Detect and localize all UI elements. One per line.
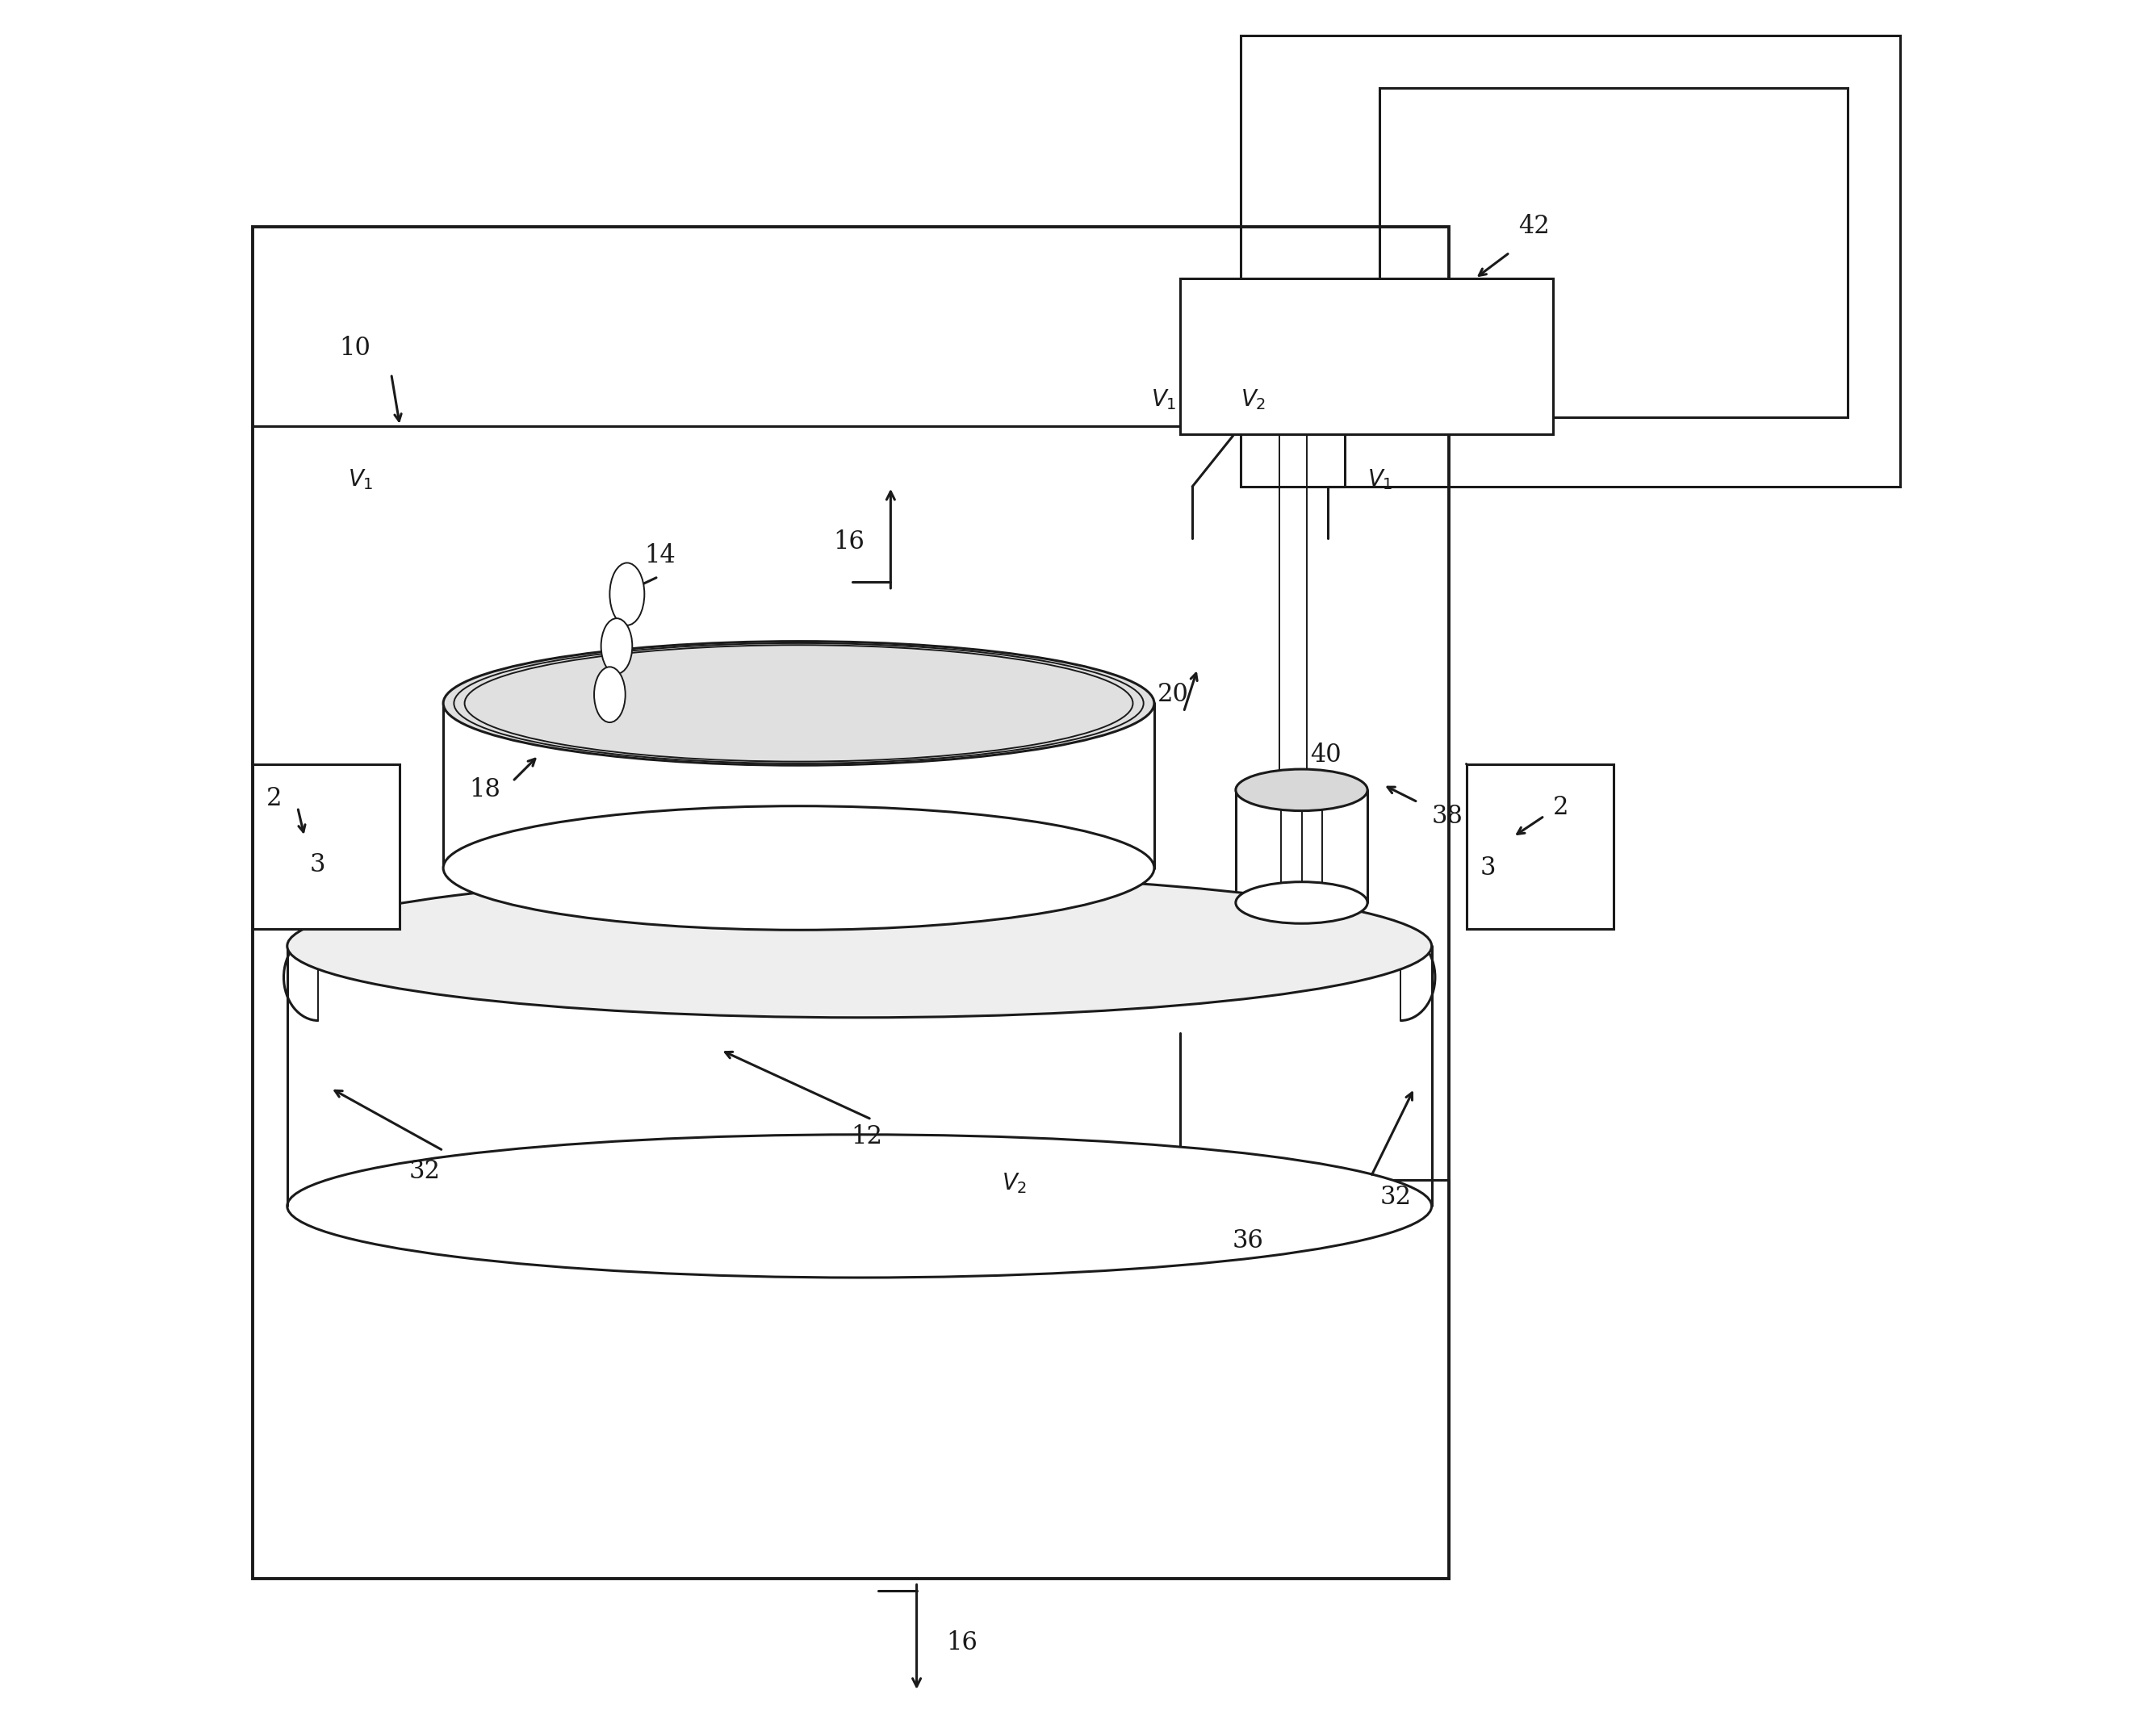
Text: 3: 3 [1480, 856, 1497, 880]
Text: 3: 3 [310, 852, 325, 877]
Text: 10: 10 [339, 335, 371, 361]
Text: 38: 38 [1433, 804, 1462, 828]
Ellipse shape [288, 1135, 1433, 1278]
Bar [1181, 278, 1552, 434]
Ellipse shape [288, 875, 1433, 1017]
Text: 2: 2 [1552, 795, 1569, 819]
Ellipse shape [611, 562, 645, 625]
Text: 32: 32 [1379, 1186, 1411, 1210]
Ellipse shape [1236, 882, 1369, 924]
Ellipse shape [594, 667, 626, 722]
Text: 42: 42 [1518, 214, 1550, 240]
Text: $V_2$: $V_2$ [1001, 1172, 1027, 1196]
Text: 20: 20 [1157, 682, 1189, 707]
Text: 2: 2 [267, 786, 282, 811]
Text: 32: 32 [408, 1160, 440, 1184]
Text: 18: 18 [470, 778, 500, 802]
Bar [252, 764, 399, 929]
Bar [252, 226, 1450, 1578]
Text: 16: 16 [833, 529, 865, 554]
Text: $V_1$: $V_1$ [348, 467, 374, 491]
Ellipse shape [444, 641, 1155, 766]
Bar [1240, 36, 1900, 486]
Ellipse shape [444, 806, 1155, 930]
Text: 14: 14 [645, 543, 675, 568]
Bar [1379, 89, 1847, 417]
Text: $V_1$: $V_1$ [1369, 467, 1392, 491]
Text: $V_2$: $V_2$ [1240, 387, 1266, 411]
Text: 16: 16 [946, 1630, 978, 1656]
Text: $V_1$: $V_1$ [1151, 387, 1176, 411]
Text: 12: 12 [850, 1125, 882, 1149]
Text: 36: 36 [1232, 1229, 1264, 1253]
Ellipse shape [1236, 769, 1369, 811]
Ellipse shape [602, 618, 632, 674]
Text: 40: 40 [1311, 743, 1341, 767]
Bar [1467, 764, 1614, 929]
